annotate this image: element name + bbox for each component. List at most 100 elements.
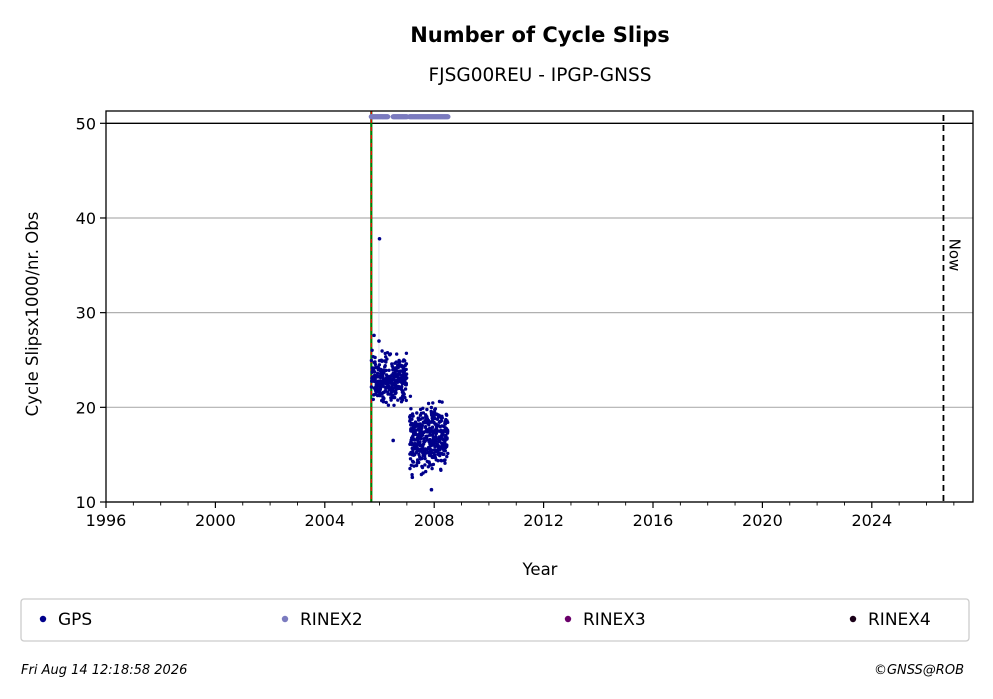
gps-point — [423, 456, 427, 461]
gps-point — [414, 463, 419, 468]
plot-frame — [105, 110, 974, 503]
x-tick-label: 2012 — [523, 511, 564, 530]
x-tick-label: 2004 — [304, 511, 345, 530]
gps-point — [378, 379, 383, 383]
gps-point — [438, 425, 442, 429]
gps-point — [431, 401, 435, 405]
gps-point — [438, 453, 442, 458]
gps-point — [430, 433, 434, 437]
gps-point — [434, 435, 438, 439]
gps-point — [426, 401, 431, 406]
gps-point — [439, 434, 444, 438]
gps-point — [443, 461, 447, 465]
gps-point — [393, 361, 397, 365]
gps-point — [422, 421, 427, 425]
legend-marker-rinex3 — [564, 615, 572, 623]
gps-point — [421, 411, 426, 415]
gps-point — [369, 385, 374, 389]
y-axis-label: Cycle Slipsx1000/nr. Obs — [23, 212, 42, 417]
gps-point — [382, 359, 386, 363]
gps-point — [410, 473, 414, 477]
gps-point — [432, 415, 436, 419]
gps-point — [403, 395, 407, 400]
gps-point — [375, 371, 380, 376]
gps-point — [435, 429, 440, 433]
legend-box — [20, 598, 970, 642]
gps-point — [370, 348, 374, 352]
grid-layer — [106, 217, 973, 503]
gps-point — [445, 428, 450, 432]
gps-point — [437, 399, 442, 404]
x-tick-label: 2000 — [195, 511, 236, 530]
gps-point — [409, 407, 413, 411]
gps-point — [397, 361, 401, 365]
gps-point — [443, 439, 447, 443]
gps-point — [426, 465, 430, 469]
gps-point — [446, 451, 450, 456]
legend-marker-rinex2 — [281, 615, 289, 623]
gps-point — [424, 469, 428, 474]
gps-point — [422, 439, 426, 444]
x-axis-label: Year — [522, 560, 558, 579]
footer-timestamp: Fri Aug 14 12:18:58 2026 — [21, 663, 187, 678]
gps-point — [424, 416, 428, 420]
gps-point — [380, 349, 384, 353]
gps-point — [443, 422, 447, 426]
gps-point — [369, 358, 374, 363]
y-tick-label: 50 — [76, 114, 96, 133]
gps-point — [408, 457, 413, 461]
gps-point — [411, 460, 416, 464]
tick-layer: 1996 2000 2004 2008 2012 2016 2020 2024 10 20 30 40… — [76, 114, 955, 530]
footer-credit: ©GNSS@ROB — [874, 663, 964, 678]
chart-subtitle: FJSG00REU - IPGP-GNSS — [429, 65, 652, 86]
gps-point — [390, 384, 394, 388]
gps-point — [404, 376, 408, 381]
gps-point — [388, 352, 393, 356]
gps-point — [393, 395, 397, 400]
legend-label-gps: GPS — [58, 610, 92, 630]
gps-point — [442, 458, 446, 463]
y-tick-label: 30 — [76, 304, 96, 323]
x-tick-label: 1996 — [86, 511, 127, 530]
gps-point — [433, 444, 437, 449]
gps-point — [401, 359, 405, 363]
gps-point — [433, 407, 438, 411]
gps-point — [435, 412, 439, 417]
gps-point — [379, 374, 383, 378]
y-tick-label: 10 — [76, 493, 96, 512]
gps-point — [438, 414, 443, 419]
gps-point — [377, 339, 381, 343]
gps-point — [410, 475, 415, 480]
gps-point — [392, 367, 396, 371]
gps-point — [424, 451, 429, 455]
gps-point — [394, 383, 398, 387]
gps-point — [381, 399, 386, 404]
gps-point — [432, 454, 436, 458]
legend-marker-gps — [39, 615, 47, 623]
gps-point — [439, 430, 444, 434]
gps-point — [382, 396, 386, 401]
gps-point — [409, 463, 413, 467]
gps-point — [434, 439, 438, 443]
gps-point — [377, 237, 382, 241]
gps-point — [440, 400, 444, 404]
gps-point — [386, 403, 391, 407]
gps-point — [396, 375, 400, 379]
gps-point — [373, 386, 377, 390]
gps-point — [445, 454, 449, 459]
gps-point — [396, 398, 400, 402]
legend-marker-rinex4 — [849, 615, 857, 623]
gps-point — [415, 411, 419, 415]
legend-label-rinex4: RINEX4 — [868, 610, 931, 630]
gps-point — [373, 379, 378, 383]
gps-point — [425, 407, 429, 412]
gps-point — [378, 369, 382, 373]
gps-point — [443, 449, 447, 453]
gps-point — [421, 471, 425, 475]
data-layer — [368, 114, 451, 492]
gps-point — [388, 375, 392, 380]
gps-point — [417, 418, 421, 422]
gps-point — [421, 444, 425, 448]
gps-point — [418, 444, 422, 448]
gps-point — [373, 362, 378, 367]
